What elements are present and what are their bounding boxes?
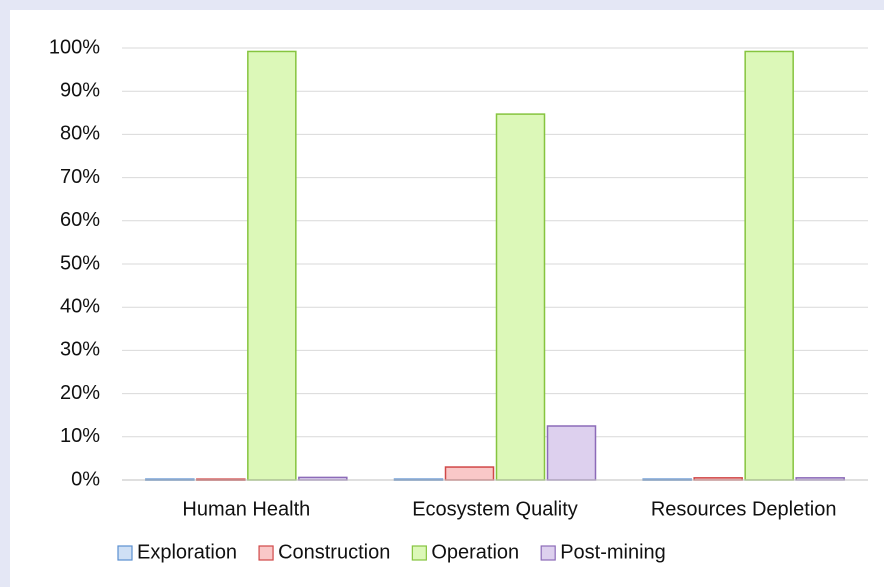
legend-swatch [540,545,556,561]
x-tick-label: Resources Depletion [651,498,837,520]
y-tick-label: 70% [60,166,100,188]
legend-label: Operation [431,541,519,563]
y-tick-label: 80% [60,123,100,145]
x-tick-label: Ecosystem Quality [412,498,578,520]
plot-background [10,10,884,587]
legend-label: Construction [278,541,390,563]
legend-label: Post-mining [560,541,666,563]
y-tick-label: 20% [60,382,100,404]
x-tick-label: Human Health [182,498,310,520]
legend-swatch [117,545,133,561]
y-tick-label: 100% [49,36,100,58]
bar [546,425,597,481]
bar [247,50,297,481]
y-tick-label: 40% [60,295,100,317]
legend-swatch [258,545,274,561]
y-tick-label: 50% [60,252,100,274]
legend-swatch [411,545,427,561]
bar [744,50,794,481]
y-tick-label: 10% [60,425,100,447]
bar [444,466,495,481]
y-tick-label: 30% [60,339,100,361]
bar [495,113,546,481]
y-tick-label: 0% [71,468,100,490]
legend-label: Exploration [137,541,237,563]
y-tick-label: 60% [60,209,100,231]
y-tick-label: 90% [60,79,100,101]
